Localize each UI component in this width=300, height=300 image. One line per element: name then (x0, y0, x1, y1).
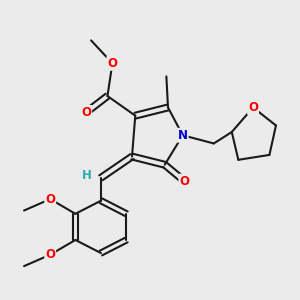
Text: H: H (82, 169, 92, 182)
Text: O: O (248, 101, 258, 114)
Text: O: O (45, 248, 55, 261)
Text: O: O (107, 57, 117, 70)
Text: O: O (45, 193, 55, 206)
Text: O: O (179, 175, 189, 188)
Text: N: N (178, 129, 188, 142)
Text: O: O (81, 106, 91, 119)
